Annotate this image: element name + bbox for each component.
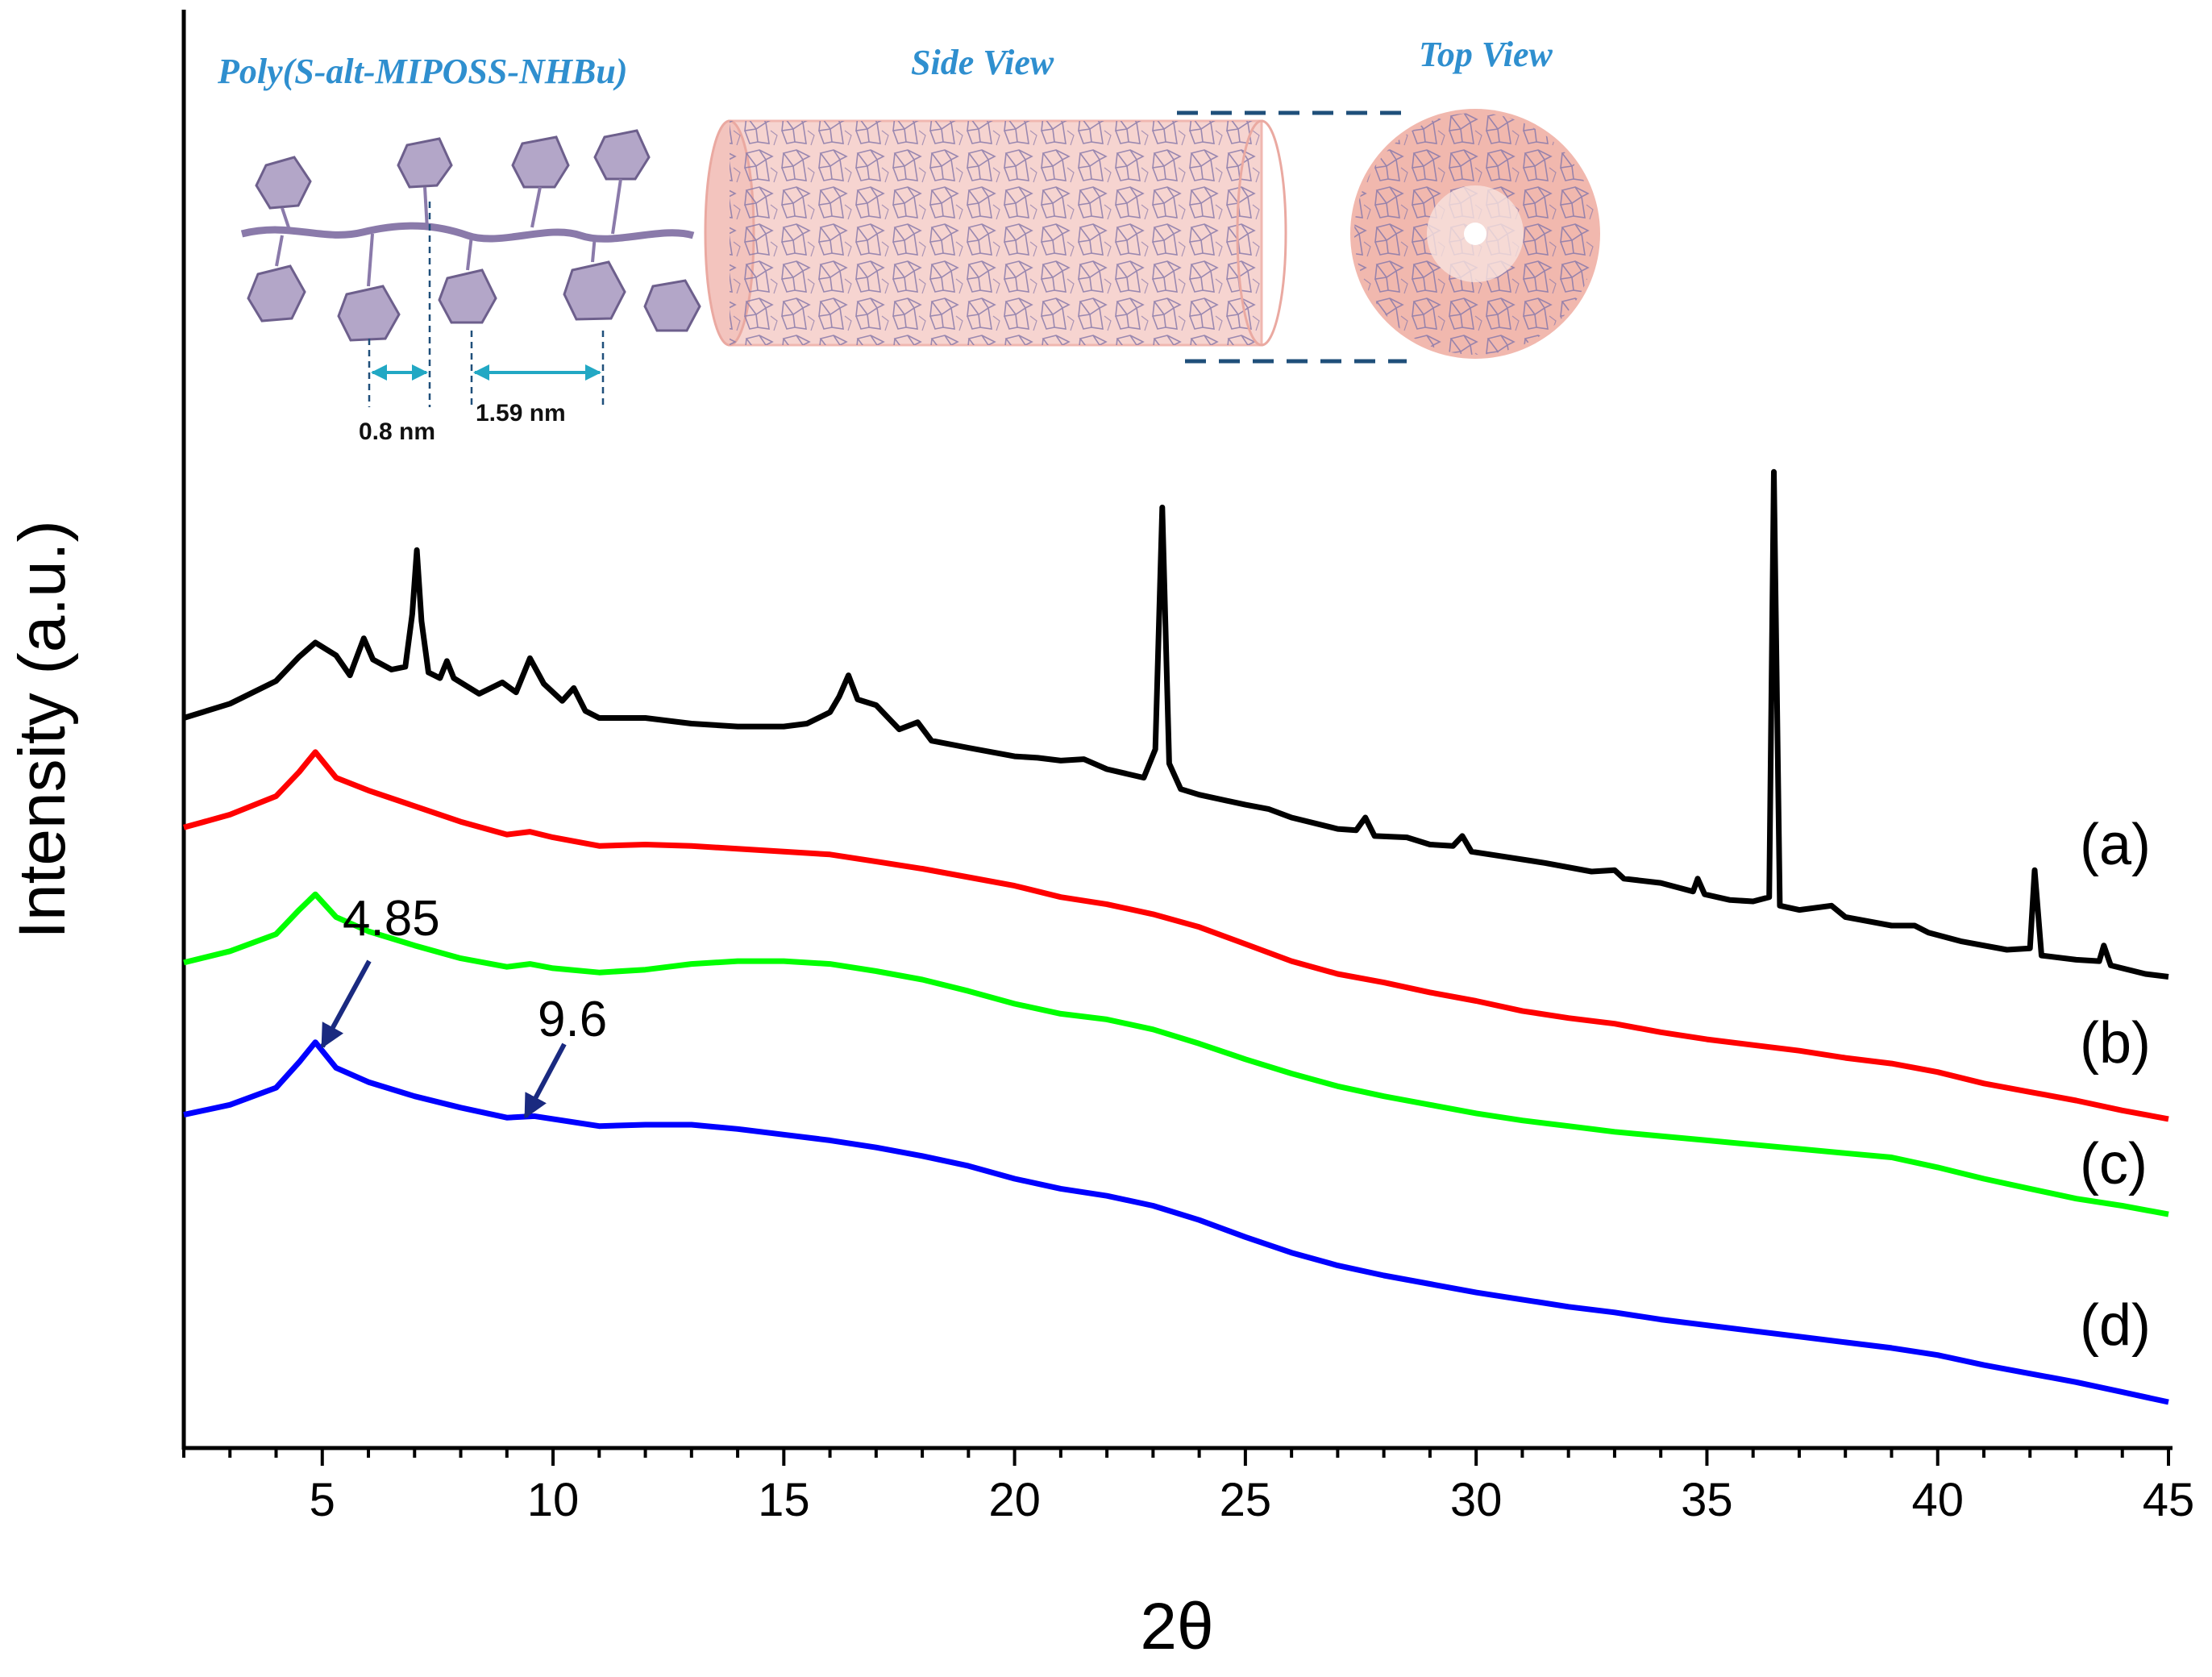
poss-cube-icon [247, 129, 701, 342]
annotation-9-6-arrow [523, 1042, 567, 1119]
y-axis-title: Intensity (a.u.) [6, 520, 79, 939]
series-line-b [183, 749, 2169, 1122]
x-tick-label: 15 [758, 1474, 810, 1526]
series-layer [182, 468, 2169, 1405]
series-label-b: (b) [2080, 1011, 2151, 1076]
polymer-chain-diagram: 0.8 nm 1.59 nm [240, 129, 701, 445]
series-line-c [183, 891, 2169, 1217]
top-view-disk [1350, 109, 1600, 359]
x-tick-label: 35 [1681, 1474, 1733, 1526]
series-line-a [182, 468, 2169, 980]
series-label-a: (a) [2080, 813, 2151, 877]
series-label-d: (d) [2080, 1293, 2151, 1358]
dim-label-long: 1.59 nm [476, 400, 566, 427]
x-tick-label: 5 [310, 1474, 335, 1526]
inset-illustration: Poly(S-alt-MIPOSS-NHBu) Side View Top Vi… [217, 35, 1600, 445]
x-axis-title: 2θ [1140, 1590, 1213, 1663]
dim-label-short: 0.8 nm [359, 418, 435, 445]
x-tick-label: 30 [1450, 1474, 1503, 1526]
x-tick-label: 10 [527, 1474, 580, 1526]
x-axis-ticks [182, 1448, 2170, 1466]
x-tick-label: 40 [1911, 1474, 1964, 1526]
x-axis-tick-labels: 5 10 15 20 25 30 35 40 45 [310, 1474, 2195, 1526]
inset-title-side-view: Side View [911, 43, 1054, 82]
x-tick-label: 45 [2143, 1474, 2195, 1526]
inset-title-top-view: Top View [1419, 35, 1553, 74]
series-label-c: (c) [2080, 1132, 2148, 1196]
inset-title-polymer: Poly(S-alt-MIPOSS-NHBu) [217, 52, 627, 91]
annotation-9-6: 9.6 [538, 992, 607, 1047]
projection-dashes [1177, 110, 1407, 364]
side-view-cylinder [704, 119, 1287, 347]
x-tick-label: 20 [988, 1474, 1041, 1526]
annotation-4-85-arrow [320, 959, 372, 1049]
series-labels: (a) (b) (c) (d) [2080, 813, 2151, 1358]
peak-annotations: 4.85 9.6 [320, 891, 607, 1119]
series-line-d [183, 1039, 2169, 1405]
x-tick-label: 25 [1220, 1474, 1272, 1526]
plot-frame [181, 10, 2172, 1450]
annotation-4-85: 4.85 [343, 891, 440, 947]
